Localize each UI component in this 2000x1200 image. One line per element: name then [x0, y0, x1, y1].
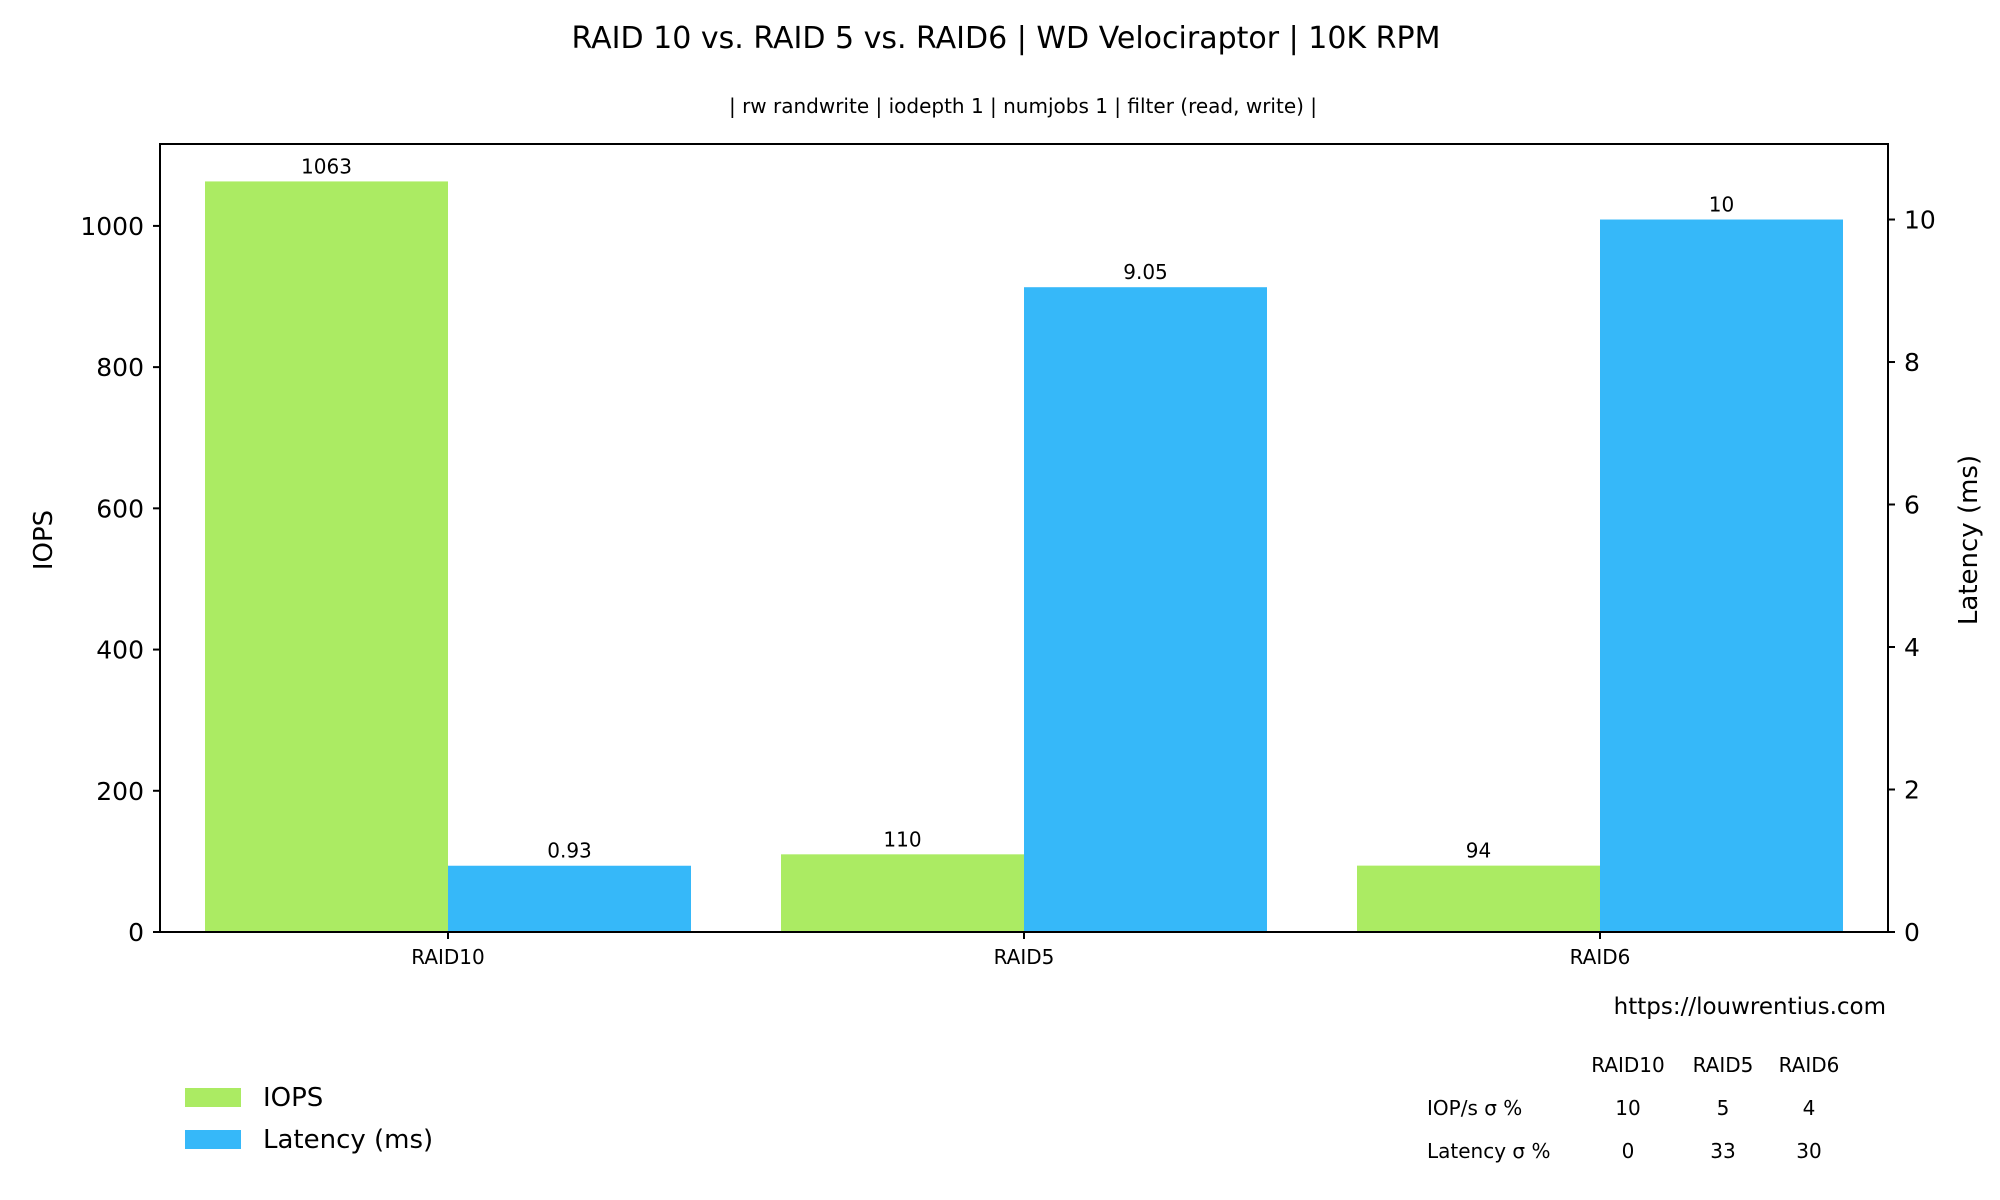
y2-tick-label: 2	[1904, 776, 1920, 805]
chart-subtitle: | rw randwrite | iodepth 1 | numjobs 1 |…	[729, 94, 1317, 118]
bar-iops-raid5	[781, 854, 1024, 932]
y-tick-label: 800	[96, 353, 144, 382]
data-label: 9.05	[1123, 260, 1168, 284]
y-tick-label: 0	[128, 918, 144, 947]
legend: IOPS Latency (ms)	[185, 1083, 433, 1155]
y-axis-label: IOPS	[29, 510, 59, 570]
y2-axis-label: Latency (ms)	[1954, 455, 1984, 625]
legend-label-iops: IOPS	[263, 1083, 323, 1113]
data-label: 110	[883, 827, 921, 851]
y-tick-label: 1000	[80, 212, 144, 241]
stats-table: RAID10 RAID5 RAID6 IOP/s σ % 10 5 4 Late…	[1427, 1053, 1839, 1163]
bar-iops-raid6	[1357, 865, 1600, 932]
stats-col-raid10: RAID10	[1591, 1053, 1665, 1077]
legend-swatch-iops	[185, 1088, 241, 1107]
stats-cell: 33	[1710, 1139, 1735, 1163]
x-tick-label: RAID10	[411, 945, 485, 969]
stats-cell: 30	[1796, 1139, 1821, 1163]
data-label: 94	[1466, 839, 1491, 863]
bar-latency-raid5	[1024, 287, 1267, 932]
stats-col-raid5: RAID5	[1693, 1053, 1754, 1077]
bar-latency-raid10	[448, 865, 691, 932]
stats-cell: 5	[1717, 1096, 1730, 1120]
stats-col-raid6: RAID6	[1779, 1053, 1840, 1077]
legend-swatch-latency	[185, 1130, 241, 1149]
legend-label-latency: Latency (ms)	[263, 1125, 433, 1155]
bar-latency-raid6	[1600, 219, 1843, 933]
x-tick-label: RAID6	[1570, 945, 1631, 969]
chart-title: RAID 10 vs. RAID 5 vs. RAID6 | WD Veloci…	[572, 21, 1441, 56]
y-tick-label: 200	[96, 777, 144, 806]
source-url: https://louwrentius.com	[1614, 994, 1886, 1020]
stats-cell: 4	[1803, 1096, 1816, 1120]
y-tick-label: 400	[96, 636, 144, 665]
stats-cell: 10	[1615, 1096, 1640, 1120]
y2-tick-label: 10	[1904, 206, 1936, 235]
x-tick-label: RAID5	[994, 945, 1055, 969]
stats-row-label-latency: Latency σ %	[1427, 1139, 1550, 1163]
stats-row-label-iops: IOP/s σ %	[1427, 1096, 1522, 1120]
y-tick-label: 600	[96, 494, 144, 523]
bar-iops-raid10	[205, 181, 448, 932]
y2-tick-label: 4	[1904, 633, 1920, 662]
data-label: 0.93	[547, 839, 592, 863]
stats-cell: 0	[1622, 1139, 1635, 1163]
data-label: 10	[1709, 193, 1734, 217]
data-label: 1063	[301, 154, 352, 178]
y2-tick-label: 6	[1904, 491, 1920, 520]
y2-tick-label: 8	[1904, 348, 1920, 377]
y2-tick-label: 0	[1904, 918, 1920, 947]
